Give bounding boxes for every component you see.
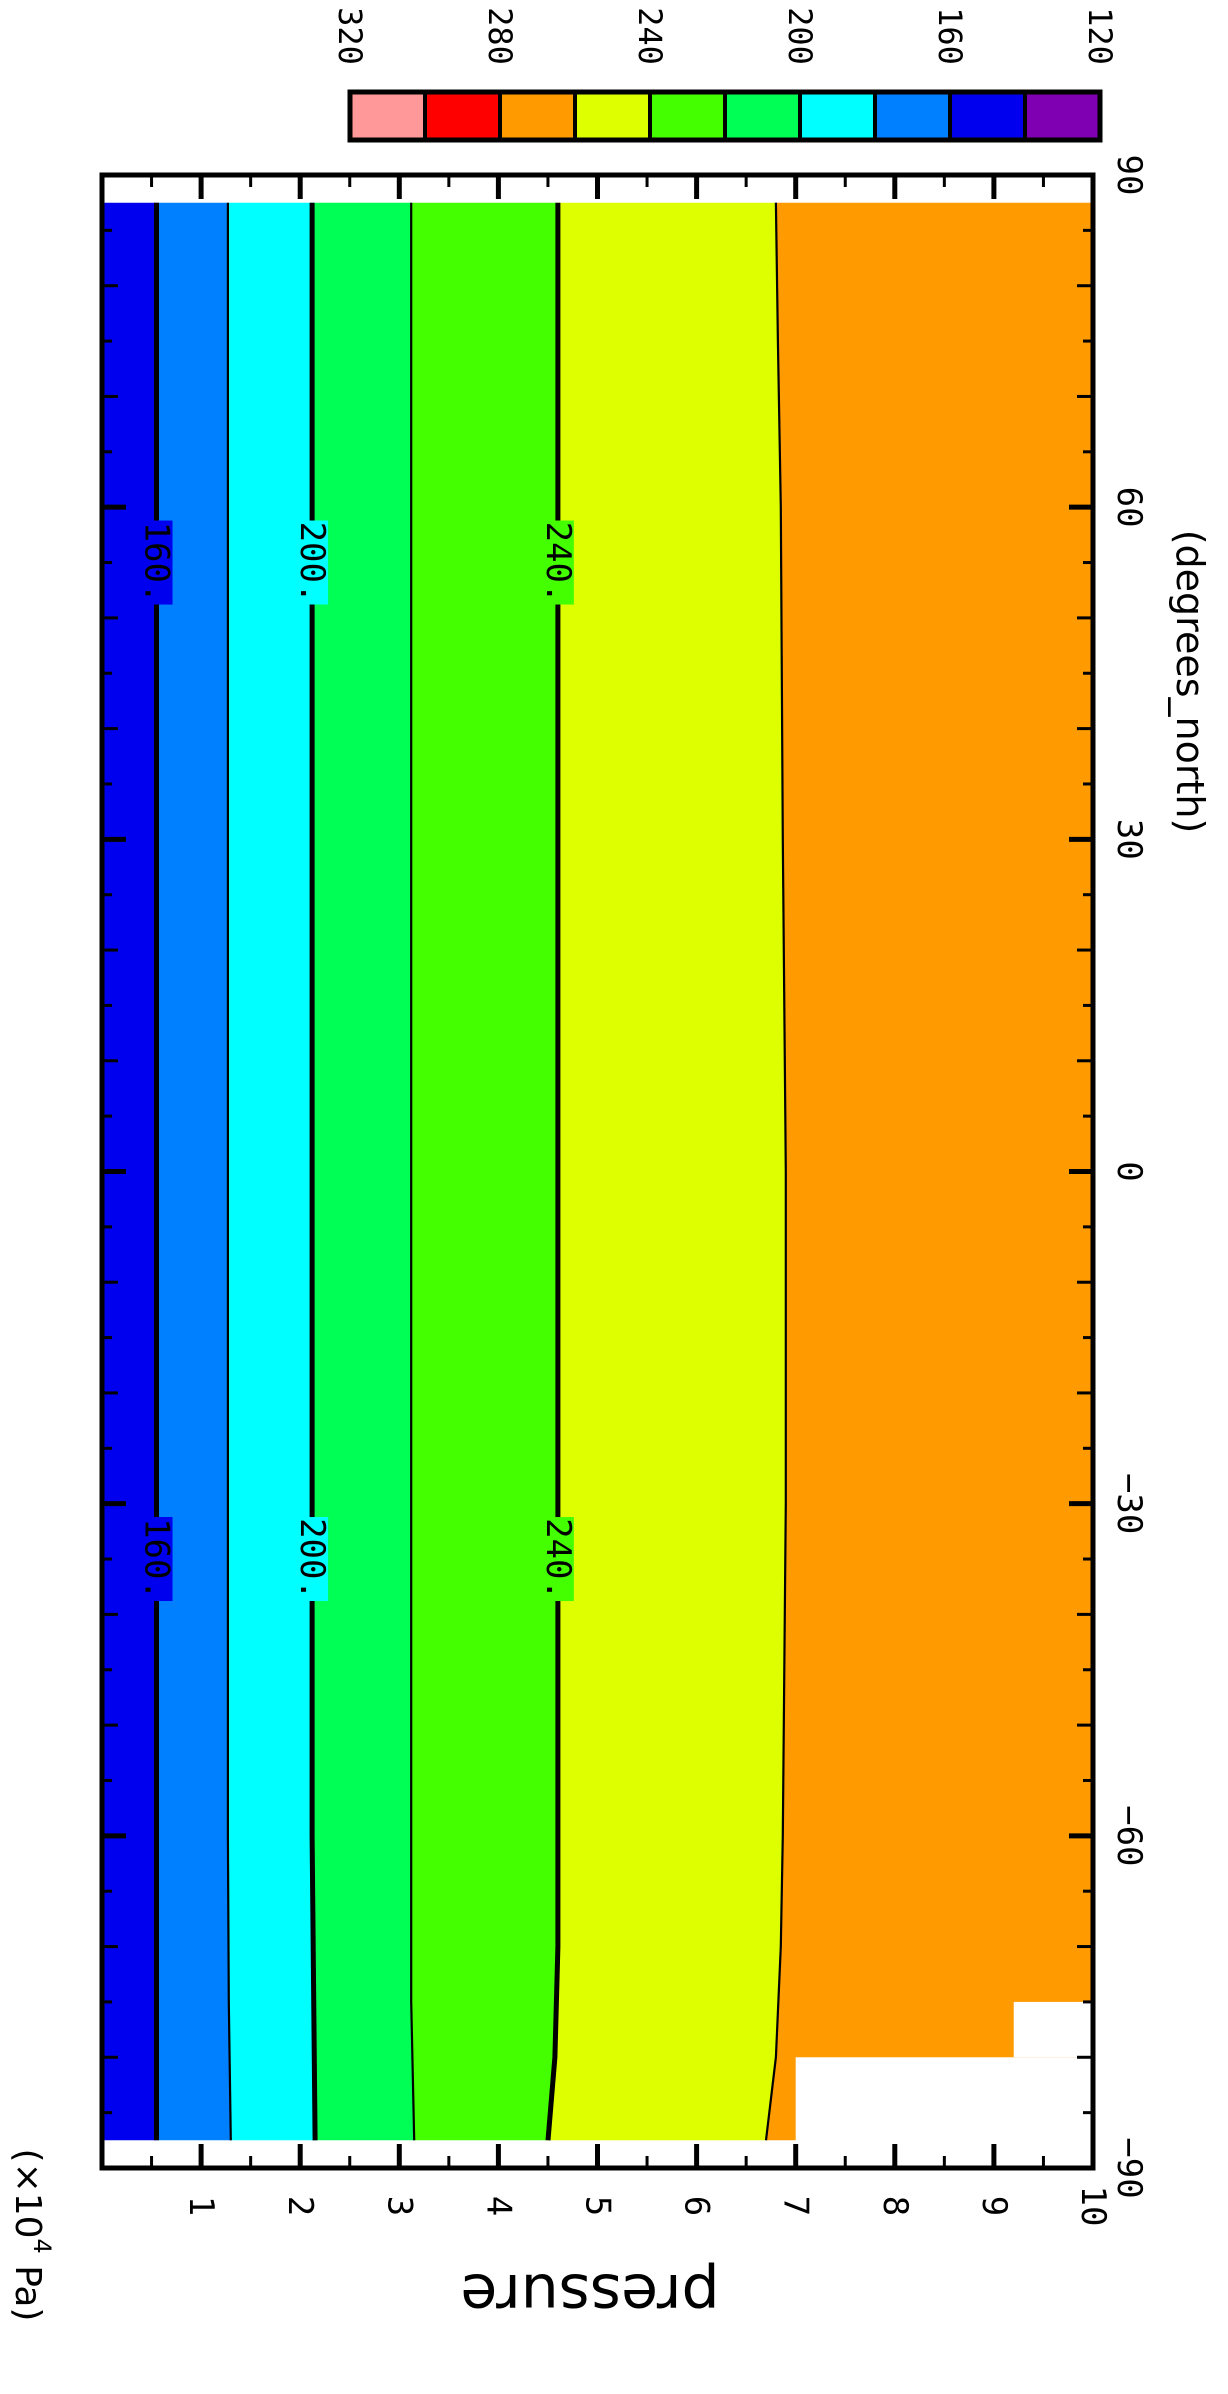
y-tick-label-9: 9 [974, 2196, 1014, 2216]
y-tick-label-6: 6 [677, 2196, 717, 2216]
colorbar-swatch-120-140 [1025, 92, 1100, 140]
colorbar-swatch-240-260 [575, 92, 650, 140]
contour-label-240-2: 240. [538, 522, 578, 604]
colorbar-label-320: 320 [331, 7, 369, 65]
colorbar-swatch-220-240 [650, 92, 725, 140]
x-tick-label--90: −90 [1109, 2137, 1149, 2198]
y-tick-label-10: 10 [1073, 2186, 1113, 2227]
y-tick-label-1: 1 [181, 2196, 221, 2216]
contour-label-160-1: 160. [137, 1518, 177, 1600]
x-tick-label-60: 60 [1109, 487, 1149, 528]
x-tick-label--30: −30 [1109, 1473, 1149, 1534]
contour-label-200-2: 200. [292, 522, 332, 604]
colorbar-swatch-260-280 [500, 92, 575, 140]
y-tick-label-2: 2 [280, 2196, 320, 2216]
y-axis-unit: (×104 Pa) [8, 2149, 57, 2322]
colorbar-label-120: 120 [1081, 7, 1119, 65]
contour-label-200-1: 200. [292, 1518, 332, 1600]
band-200-220 [312, 203, 414, 2141]
colorbar-swatch-280-300 [425, 92, 500, 140]
band-220-240 [411, 203, 558, 2141]
y-tick-label-3: 3 [379, 2196, 419, 2216]
colorbar-swatch-160-180 [875, 92, 950, 140]
x-tick-label-30: 30 [1109, 819, 1149, 860]
colorbar-label-200: 200 [781, 7, 819, 65]
x-tick-label-0: 0 [1109, 1161, 1149, 1181]
y-tick-label-7: 7 [776, 2196, 816, 2216]
x-tick-label--60: −60 [1109, 1805, 1149, 1866]
colorbar-label-160: 160 [931, 7, 969, 65]
colorbar-label-280: 280 [481, 7, 519, 65]
y-axis-unit-exponent: 4 [28, 2239, 56, 2254]
colorbar-swatch-180-200 [800, 92, 875, 140]
missing-region-1 [796, 2057, 1093, 2168]
colorbar: 120 160 200 240 280 320 [331, 7, 1119, 140]
filled-contour-bands [102, 203, 1093, 2141]
colorbar-swatch-200-220 [725, 92, 800, 140]
colorbar-swatch-300-320 [350, 92, 425, 140]
y-tick-label-4: 4 [478, 2196, 518, 2216]
colorbar-swatch-140-160 [950, 92, 1025, 140]
y-axis-unit-prefix: (×10 [8, 2149, 49, 2239]
x-tick-label-90: 90 [1109, 155, 1149, 196]
y-axis-label: pressure [460, 2260, 719, 2330]
band-180-200 [228, 203, 315, 2141]
contour-label-160-2: 160. [137, 522, 177, 604]
y-tick-label-8: 8 [875, 2196, 915, 2216]
missing-region-2 [1014, 2002, 1093, 2057]
band-240-260 [548, 203, 786, 2141]
band-260-280 [766, 203, 1093, 2141]
colorbar-label-240: 240 [631, 7, 669, 65]
band-160-180 [157, 203, 231, 2141]
y-axis-unit-suffix: Pa) [8, 2254, 49, 2322]
y-tick-label-5: 5 [578, 2196, 618, 2216]
contour-label-240-1: 240. [538, 1518, 578, 1600]
x-axis-label: (degrees_north) [1168, 530, 1212, 834]
